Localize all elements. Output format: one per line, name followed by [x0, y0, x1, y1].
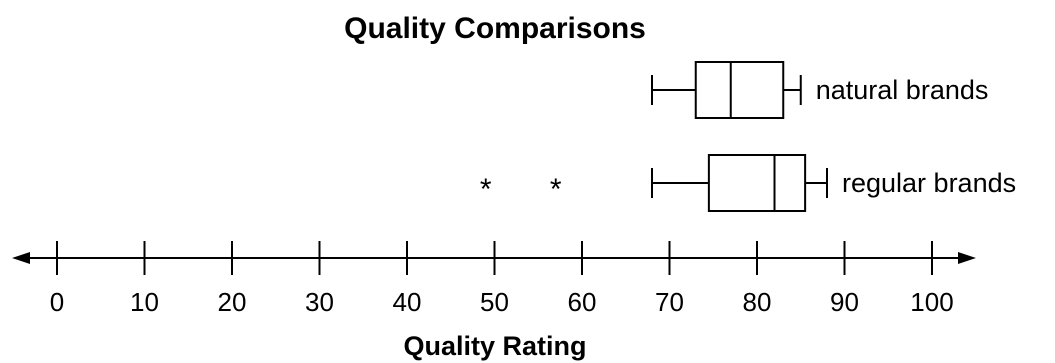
x-tick-label: 70 [655, 287, 684, 317]
outlier-point: * [550, 173, 562, 206]
iqr-box [694, 61, 785, 119]
x-tick-label: 40 [393, 287, 422, 317]
outlier-point: * [480, 173, 492, 206]
x-tick-label: 60 [568, 287, 597, 317]
x-axis-label: Quality Rating [403, 331, 586, 361]
x-tick-label: 20 [218, 287, 247, 317]
x-tick-label: 50 [480, 287, 509, 317]
box-plot-series: natural brands [651, 61, 989, 119]
x-tick-label: 90 [830, 287, 859, 317]
x-tick-label: 10 [130, 287, 159, 317]
axis-left-arrow [12, 252, 30, 264]
x-tick-label: 30 [305, 287, 334, 317]
box-plot-series: * * regular brands [480, 154, 1016, 212]
series-label: regular brands [842, 168, 1016, 198]
x-tick-label: 100 [910, 287, 953, 317]
x-tick-label: 0 [50, 287, 64, 317]
x-axis: 0 10 20 30 40 50 60 70 80 90 100 [12, 241, 976, 317]
iqr-box [707, 154, 807, 212]
chart-title: Quality Comparisons [344, 12, 646, 45]
series-label: natural brands [816, 75, 989, 105]
series-layer: natural brands * * regular brands [480, 61, 1016, 212]
x-tick-label: 80 [743, 287, 772, 317]
axis-right-arrow [958, 252, 976, 264]
